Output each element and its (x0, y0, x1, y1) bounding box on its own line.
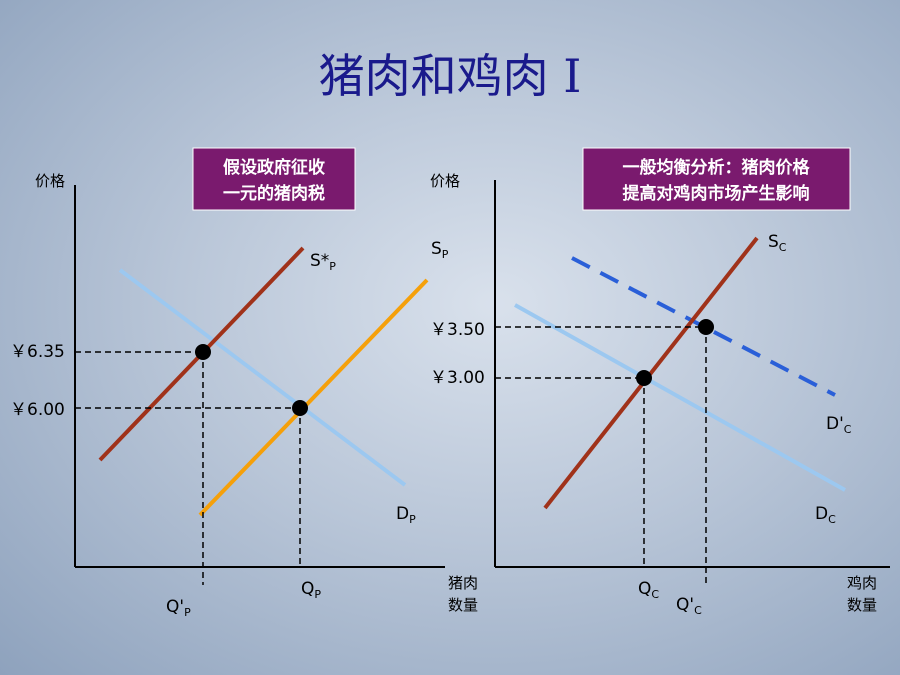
quantity-label: Q'C (676, 595, 702, 617)
y-axis-label: 价格 (430, 172, 460, 190)
supply-curve (198, 278, 429, 517)
x-axis-label: 猪肉 (448, 574, 478, 592)
chicken-panel: 价格 鸡肉 数量 一般均衡分析：猪肉价格 提高对鸡肉市场产生影响 ￥3.50 ￥… (430, 147, 890, 617)
note: 一元的猪肉税 (223, 183, 325, 204)
supply-curve (543, 236, 759, 510)
equilibrium-point (292, 400, 308, 416)
slide-title: 猪肉和鸡肉 I (319, 49, 582, 103)
x-axis-label: 鸡肉 (847, 574, 877, 592)
note: 提高对鸡肉市场产生影响 (623, 183, 810, 204)
quantity-label: Q'P (166, 597, 191, 619)
curve-label: SC (768, 232, 787, 254)
curve-label: DC (815, 504, 836, 526)
curve-label: S*P (310, 251, 336, 273)
price-label: ￥3.00 (430, 368, 485, 388)
note: 一般均衡分析：猪肉价格 (623, 157, 811, 178)
curve-label: D'C (826, 414, 852, 436)
pork-panel: 价格 猪肉 数量 假设政府征收 一元的猪肉税 ￥6.35 ￥6.00 Q'P Q… (10, 147, 478, 619)
note-box (582, 147, 851, 211)
quantity-label: QP (301, 579, 321, 601)
price-label: ￥3.50 (430, 320, 485, 340)
quantity-label: QC (638, 579, 659, 601)
equilibrium-point (698, 319, 714, 335)
note-box (192, 147, 356, 211)
demand-curve-shifted (571, 256, 836, 397)
x-axis-label: 数量 (448, 596, 478, 614)
x-axis-label: 数量 (847, 596, 877, 614)
y-axis-label: 价格 (35, 172, 65, 190)
equilibrium-point (636, 370, 652, 386)
price-label: ￥6.00 (10, 400, 65, 420)
price-label: ￥6.35 (10, 342, 65, 362)
demand-curve (514, 303, 846, 492)
equilibrium-point (195, 344, 211, 360)
demand-curve (118, 268, 407, 487)
note: 假设政府征收 (223, 157, 325, 178)
curve-label: DP (396, 504, 416, 526)
curve-label: SP (431, 239, 449, 261)
